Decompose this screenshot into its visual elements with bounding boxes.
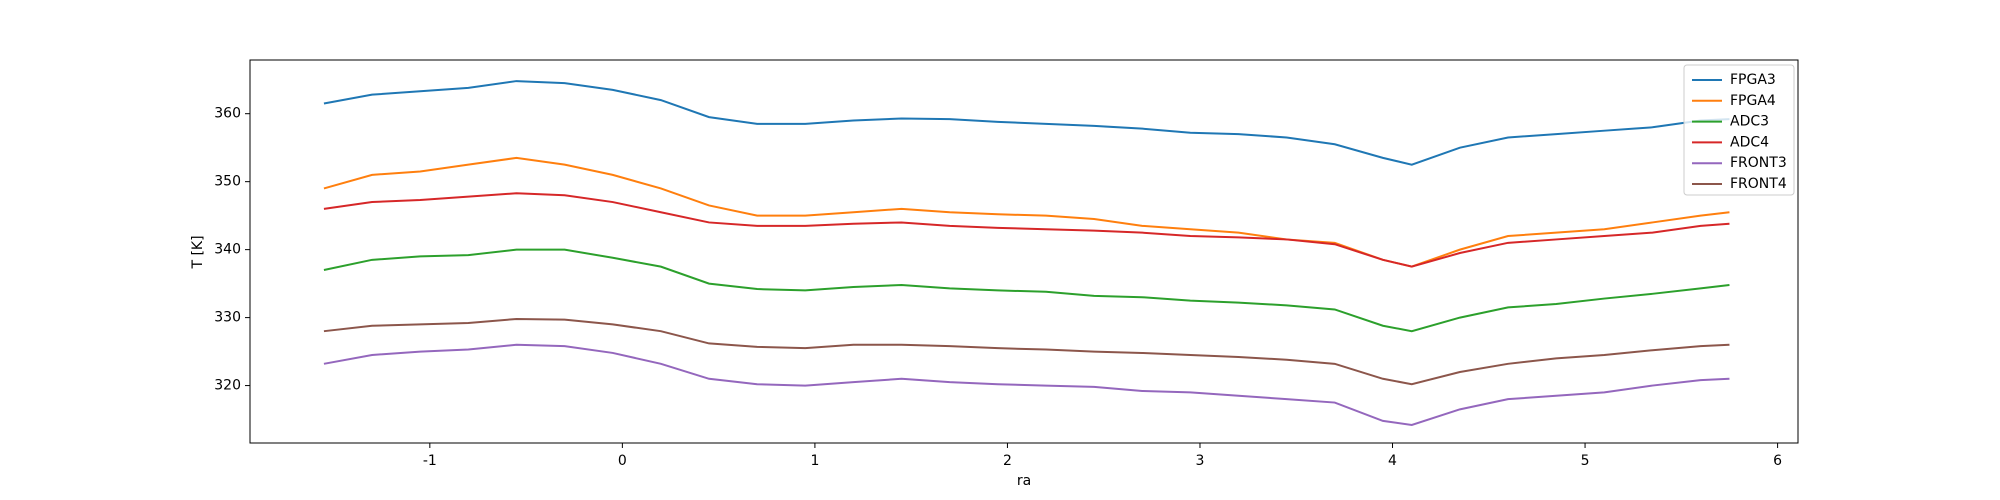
data-line [323,80,1730,166]
x-tick-label: 1 [810,453,819,469]
legend-label: ADC3 [1730,114,1769,130]
x-tick-label: 3 [1196,453,1205,469]
y-tick-label: 360 [214,106,241,122]
x-tick-label: 4 [1388,453,1397,469]
legend-label: ADC4 [1730,134,1769,150]
data-line [323,156,1730,268]
legend-label: FRONT4 [1730,176,1787,192]
y-axis-label: T [K] [190,235,206,269]
x-tick-label: 2 [1003,453,1012,469]
x-tick-label: -1 [423,453,437,469]
x-tick-label: 5 [1581,453,1590,469]
y-tick-label: 340 [214,242,241,258]
x-axis-label: ra [1017,473,1031,489]
x-tick-label: 0 [618,453,627,469]
legend-label: FPGA4 [1730,93,1776,109]
data-line [323,317,1730,386]
data-line [323,248,1730,333]
data-line [323,343,1730,427]
y-tick-label: 320 [214,378,241,394]
legend-label: FPGA3 [1730,72,1776,88]
legend-label: FRONT3 [1730,155,1787,171]
plot-frame [249,59,1799,444]
data-line [323,192,1730,268]
y-tick-label: 330 [214,310,241,326]
y-tick-label: 350 [214,174,241,190]
x-tick-label: 6 [1773,453,1782,469]
